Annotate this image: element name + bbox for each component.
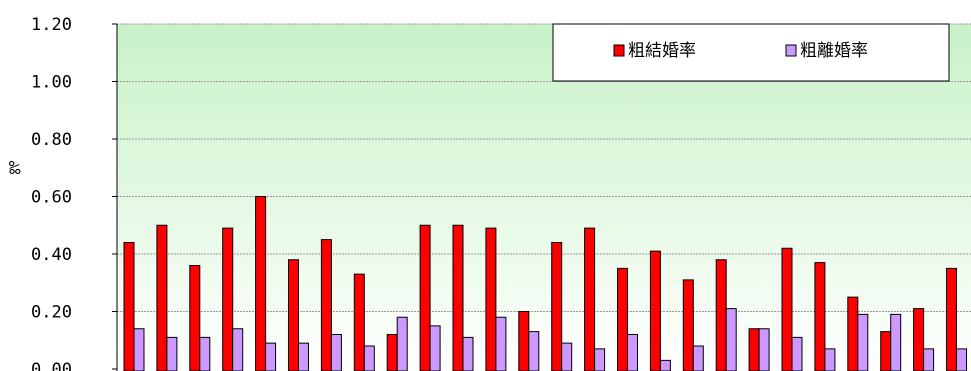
- bars: [123, 196, 967, 371]
- bar-marriage: [946, 267, 957, 371]
- bar-marriage: [485, 227, 497, 371]
- bar-divorce: [791, 336, 803, 371]
- legend-entry-divorce: 粗離婚率: [785, 41, 868, 61]
- y-tick-labels: 0.00 0.20 0.40 0.60 0.80 1.00 1.20: [31, 15, 72, 371]
- bar-marriage: [518, 311, 530, 371]
- bar-marriage: [847, 296, 859, 371]
- bar-divorce: [659, 359, 671, 371]
- legend-label-marriage: 粗結婚率: [628, 41, 696, 61]
- bar-divorce: [396, 316, 408, 371]
- bar-marriage: [353, 273, 365, 371]
- bar-divorce: [495, 316, 507, 371]
- bar-marriage: [288, 259, 299, 371]
- legend-box: [552, 23, 950, 82]
- bar-marriage: [123, 242, 135, 371]
- bar-divorce: [923, 348, 935, 371]
- y-tick-label: 0.80: [31, 130, 72, 150]
- bar-marriage: [880, 331, 892, 371]
- bar-marriage: [748, 328, 760, 371]
- bar-divorce: [429, 325, 441, 371]
- y-axis-label: ‰: [9, 157, 21, 179]
- bar-marriage: [617, 267, 628, 371]
- bar-divorce: [824, 348, 836, 371]
- y-tick-label: 1.00: [31, 73, 72, 93]
- legend-entry-marriage: 粗結婚率: [613, 41, 696, 61]
- y-tick-label: 0.60: [31, 188, 72, 208]
- bar-divorce: [758, 328, 770, 371]
- bar-marriage: [189, 265, 201, 371]
- y-tick-label: 1.20: [31, 15, 72, 35]
- bar-divorce: [462, 336, 474, 371]
- bar-divorce: [166, 336, 178, 371]
- y-tick-label: 0.20: [31, 303, 72, 323]
- bar-marriage: [781, 247, 793, 371]
- y-tick-label: 0.40: [31, 245, 72, 265]
- bar-divorce: [298, 342, 309, 371]
- bar-marriage: [320, 239, 332, 371]
- legend: 粗結婚率 粗離婚率: [552, 23, 950, 82]
- bar-divorce: [890, 313, 902, 371]
- legend-swatch-divorce: [785, 44, 797, 57]
- bar-marriage: [649, 250, 661, 371]
- legend-swatch-marriage: [613, 44, 625, 57]
- bar-marriage: [682, 279, 694, 371]
- bar-marriage: [913, 308, 925, 371]
- bar-divorce: [857, 313, 869, 371]
- bar-divorce: [330, 334, 342, 371]
- bar-marriage: [715, 259, 727, 371]
- bar-marriage: [551, 242, 563, 371]
- bar-marriage: [452, 224, 464, 371]
- bar-divorce: [692, 345, 704, 371]
- y-tick-label: 0.00: [31, 360, 72, 371]
- bar-marriage: [386, 334, 398, 371]
- bar-divorce: [528, 331, 540, 371]
- bar-marriage: [814, 262, 826, 371]
- bar-divorce: [725, 308, 737, 371]
- bar-marriage: [156, 224, 168, 371]
- bar-marriage: [255, 196, 267, 371]
- bar-divorce: [232, 328, 244, 371]
- bar-marriage: [419, 224, 431, 371]
- legend-label-divorce: 粗離婚率: [800, 41, 868, 61]
- bar-divorce: [133, 328, 145, 371]
- bar-divorce: [199, 336, 211, 371]
- bar-divorce: [561, 342, 573, 371]
- bar-marriage: [222, 227, 234, 371]
- bar-divorce: [265, 342, 277, 371]
- bar-divorce: [594, 348, 606, 371]
- axes: [112, 23, 118, 371]
- bar-divorce: [363, 345, 375, 371]
- bar-divorce: [956, 348, 967, 371]
- bar-marriage: [584, 227, 596, 371]
- bar-divorce: [627, 334, 638, 371]
